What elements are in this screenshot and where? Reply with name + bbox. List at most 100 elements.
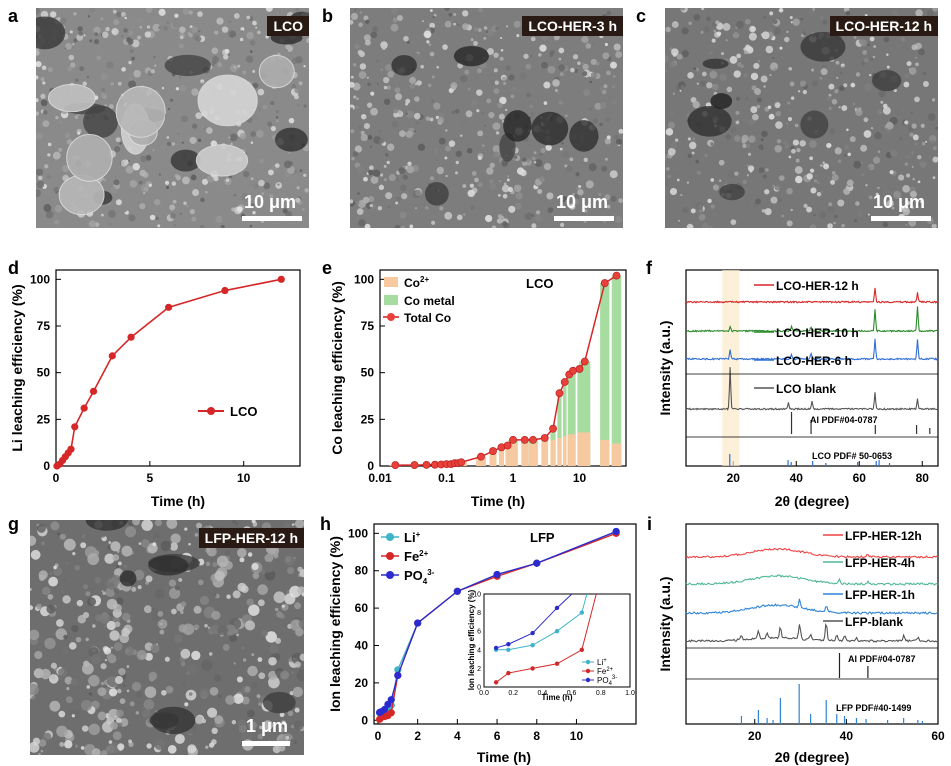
grain [179,26,186,34]
grain [583,88,591,97]
panel-label-d: d [8,258,19,278]
grain [839,85,845,92]
bar-co2 [562,436,567,466]
grain [358,219,366,227]
grain [89,8,96,13]
grain [110,721,118,730]
grain [121,545,133,557]
grain [834,89,839,94]
grain [34,650,43,660]
grain [893,88,897,93]
grain [665,178,668,182]
grain [693,14,701,21]
grain [199,224,205,228]
grain [303,65,306,68]
grain [257,30,261,35]
grain [588,107,592,112]
grain [930,139,935,144]
grain [754,198,762,205]
grain [249,40,256,46]
grain [405,112,408,115]
grain [733,70,741,78]
grain [350,12,359,20]
grain [743,119,748,124]
grain [543,162,552,171]
data-point-total-co [477,452,485,461]
grain [667,174,672,179]
grain [288,151,291,155]
grain [414,52,419,57]
grain [191,216,197,222]
xrd-pattern [685,287,939,304]
grain [97,687,107,697]
grain [128,80,136,89]
grain [831,171,836,175]
grain [136,35,142,40]
grain [547,207,554,214]
grain [233,662,236,665]
grain [154,739,166,750]
grain [437,116,444,124]
grain [89,39,93,43]
grain [710,204,715,209]
grain [350,129,355,134]
grain [278,744,286,752]
bar-co2 [611,443,622,466]
grain [50,662,57,669]
grain [603,84,608,89]
sem-tag-lfp-her-12h: LFP-HER-12 h [198,528,304,548]
grain [149,676,155,682]
grain [562,199,566,203]
grain [925,140,928,143]
grain [695,67,700,72]
grain [38,753,41,755]
grain [77,26,83,32]
grain [789,16,793,20]
grain [745,143,751,149]
panel-label-a: a [8,6,19,26]
grain [448,140,456,147]
grain [228,30,236,38]
grain [114,621,121,628]
grain [42,120,50,128]
y-axis-label: Co leaching efficiency (%) [329,281,345,454]
grain [696,170,701,175]
grain [42,109,48,115]
grain [135,613,145,624]
grain [197,11,203,17]
grain [56,725,68,737]
grain [499,96,507,105]
grain [508,74,515,81]
grain [698,213,706,221]
grain [429,117,434,122]
annotation-lco: LCO [526,276,553,291]
data-point [414,619,422,627]
grain [88,220,96,228]
grain [161,690,167,696]
grain [609,61,618,69]
grain [761,209,766,213]
grain [131,586,137,592]
grain [249,50,253,53]
pore [424,182,449,206]
grain [173,694,182,703]
grain [820,164,823,167]
grain [808,140,817,148]
grain [213,176,219,182]
grain [873,45,877,49]
grain [106,744,115,754]
grain [64,132,71,139]
pore [164,54,212,77]
grain [241,192,250,201]
sem-tag-lco-her-12h: LCO-HER-12 h [829,16,938,36]
grain [423,30,432,39]
grain [100,17,104,21]
grain [30,605,34,610]
grain [765,45,774,54]
particle [48,83,96,113]
data-point [453,587,461,595]
grain [680,193,683,197]
grain [87,553,100,566]
grain [819,211,827,219]
grain [236,206,243,213]
